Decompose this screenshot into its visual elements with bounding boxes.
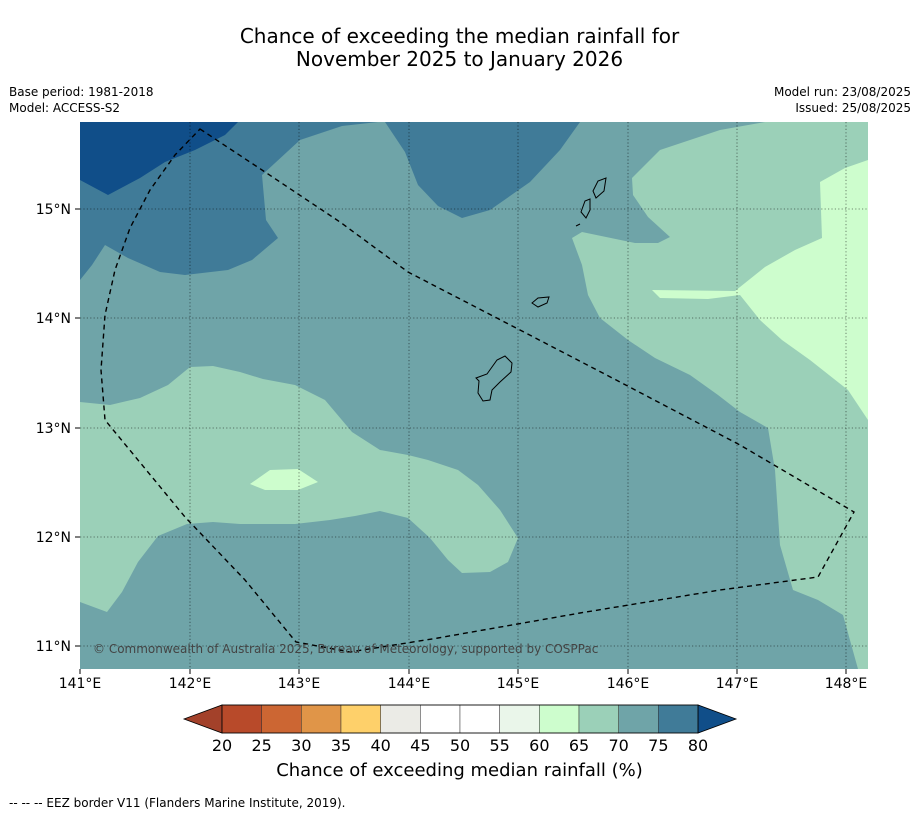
tick-marks — [75, 208, 847, 674]
colorbar-tick-label: 70 — [608, 736, 628, 755]
lon-label: 148°E — [825, 676, 868, 692]
colorbar-cell — [618, 704, 659, 734]
lon-label: 147°E — [716, 676, 759, 692]
island-aguijan — [575, 223, 581, 227]
colorbar: 20 25 30 35 40 45 50 55 60 65 70 75 80 — [182, 704, 738, 755]
lon-label: 141°E — [59, 676, 102, 692]
model-label: Model: ACCESS-S2 — [9, 101, 121, 115]
lat-labels: 15°N 14°N 13°N 12°N 11°N — [36, 202, 71, 655]
lon-label: 145°E — [497, 676, 540, 692]
lon-label: 146°E — [607, 676, 650, 692]
map-title-line1: Chance of exceeding the median rainfall … — [239, 24, 680, 48]
colorbar-tick-label: 55 — [489, 736, 509, 755]
colorbar-cell — [578, 704, 619, 734]
colorbar-tick-label: 35 — [331, 736, 351, 755]
colorbar-title: Chance of exceeding median rainfall (%) — [276, 760, 643, 781]
region-60-65-west — [250, 469, 318, 490]
lat-label: 15°N — [36, 202, 71, 218]
colorbar-tick-label: 40 — [370, 736, 390, 755]
lon-label: 143°E — [278, 676, 321, 692]
base-period-label: Base period: 1981-2018 — [9, 85, 154, 99]
colorbar-tick-label: 65 — [569, 736, 589, 755]
colorbar-cells — [221, 704, 699, 734]
model-run-label: Model run: 23/08/2025 — [773, 85, 911, 99]
issued-label: Issued: 25/08/2025 — [795, 101, 911, 115]
colorbar-tick-label: 45 — [410, 736, 430, 755]
eez-border — [100, 128, 855, 653]
region-75-80-north — [300, 122, 378, 140]
island-guam — [475, 355, 513, 402]
colorbar-tick-label: 50 — [450, 736, 470, 755]
colorbar-tick-label: 30 — [291, 736, 311, 755]
colorbar-cell — [340, 704, 381, 734]
colorbar-tick-label: 20 — [212, 736, 232, 755]
region-80-plus — [80, 122, 238, 195]
colorbar-outline — [221, 704, 699, 734]
island-rota — [531, 296, 550, 308]
lat-label: 11°N — [36, 639, 71, 655]
colorbar-cell — [420, 704, 461, 734]
region-60-65-northeast — [652, 160, 868, 420]
lat-label: 12°N — [36, 530, 71, 546]
island-saipan — [592, 177, 607, 199]
colorbar-extend-low — [182, 704, 223, 734]
lon-labels: 141°E 142°E 143°E 144°E 145°E 146°E 147°… — [59, 676, 868, 692]
colorbar-cell — [459, 704, 500, 734]
colorbar-tick-label: 75 — [648, 736, 668, 755]
region-75-80-north-center — [385, 122, 580, 218]
lon-label: 144°E — [388, 676, 431, 692]
colorbar-extend-high — [697, 704, 738, 734]
colorbar-cell — [380, 704, 421, 734]
islands — [475, 177, 607, 402]
colorbar-tick-label: 60 — [529, 736, 549, 755]
colorbar-ticks: 20 25 30 35 40 45 50 55 60 65 70 75 80 — [212, 736, 708, 755]
map-fill-regions — [80, 122, 868, 669]
eez-legend-note: -- -- -- EEZ border V11 (Flanders Marine… — [9, 796, 346, 810]
colorbar-cell — [261, 704, 302, 734]
lat-label: 14°N — [36, 311, 71, 327]
graticule — [80, 122, 868, 669]
copyright-text: © Commonwealth of Australia 2025, Bureau… — [93, 642, 598, 656]
colorbar-tick-label: 80 — [688, 736, 708, 755]
lon-label: 142°E — [169, 676, 212, 692]
lat-label: 13°N — [36, 421, 71, 437]
colorbar-cell — [658, 704, 699, 734]
colorbar-cell — [301, 704, 342, 734]
colorbar-tick-label: 25 — [251, 736, 271, 755]
colorbar-cell — [499, 704, 540, 734]
colorbar-cell — [539, 704, 580, 734]
island-tinian — [580, 198, 591, 219]
map-title-line2: November 2025 to January 2026 — [295, 47, 624, 71]
colorbar-cell — [221, 704, 262, 734]
